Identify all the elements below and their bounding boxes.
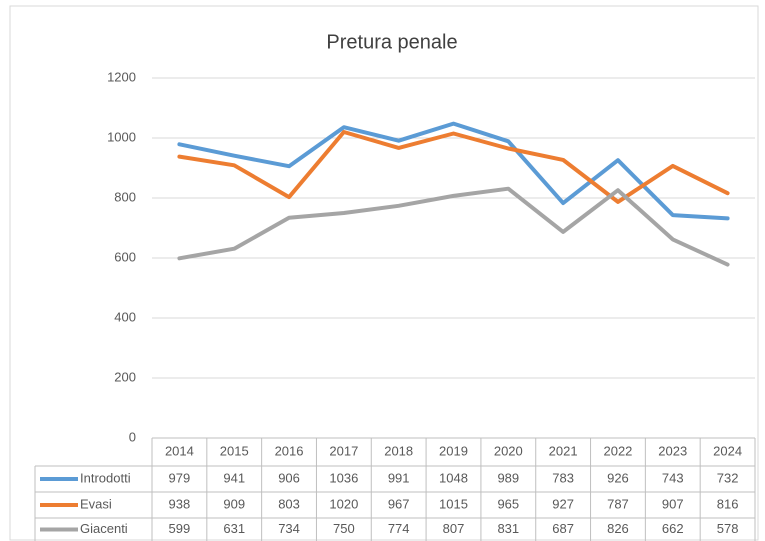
- y-tick-label: 0: [129, 429, 136, 444]
- x-tick-label: 2016: [275, 443, 304, 458]
- y-tick-label: 1000: [107, 129, 136, 144]
- x-tick-label: 2014: [165, 443, 194, 458]
- table-value: 1048: [439, 470, 468, 485]
- x-tick-label: 2018: [384, 443, 413, 458]
- table-value: 774: [388, 521, 410, 536]
- table-value: 578: [717, 521, 739, 536]
- x-tick-label: 2022: [603, 443, 632, 458]
- table-value: 938: [169, 496, 191, 511]
- legend-label: Evasi: [80, 496, 112, 511]
- table-value: 1020: [329, 496, 358, 511]
- y-tick-label: 800: [114, 189, 136, 204]
- table-value: 907: [662, 496, 684, 511]
- table-value: 826: [607, 521, 629, 536]
- table-value: 631: [223, 521, 245, 536]
- legend-label: Giacenti: [80, 521, 128, 536]
- table-value: 991: [388, 470, 410, 485]
- table-value: 807: [443, 521, 465, 536]
- table-value: 909: [223, 496, 245, 511]
- table-value: 927: [552, 496, 574, 511]
- table-value: 831: [497, 521, 519, 536]
- x-tick-label: 2019: [439, 443, 468, 458]
- table-value: 926: [607, 470, 629, 485]
- y-tick-label: 1200: [107, 69, 136, 84]
- table-value: 662: [662, 521, 684, 536]
- table-value: 783: [552, 470, 574, 485]
- table-value: 599: [169, 521, 191, 536]
- table-value: 1036: [329, 470, 358, 485]
- table-value: 732: [717, 470, 739, 485]
- table-value: 743: [662, 470, 684, 485]
- x-tick-label: 2017: [329, 443, 358, 458]
- table-value: 750: [333, 521, 355, 536]
- chart-border: [9, 5, 759, 541]
- series-line: [177, 130, 730, 204]
- x-tick-label: 2021: [549, 443, 578, 458]
- table-value: 906: [278, 470, 300, 485]
- y-tick-label: 400: [114, 309, 136, 324]
- table-value: 734: [278, 521, 300, 536]
- table-value: 989: [497, 470, 519, 485]
- table-value: 816: [717, 496, 739, 511]
- table-value: 1015: [439, 496, 468, 511]
- table-value: 979: [169, 470, 191, 485]
- table-value: 941: [223, 470, 245, 485]
- y-tick-label: 600: [114, 249, 136, 264]
- legend-label: Introdotti: [80, 470, 131, 485]
- x-tick-label: 2020: [494, 443, 523, 458]
- x-tick-label: 2023: [658, 443, 687, 458]
- series-line: [177, 121, 730, 221]
- series-line: [177, 186, 730, 267]
- table-value: 687: [552, 521, 574, 536]
- x-tick-label: 2024: [713, 443, 742, 458]
- table-value: 965: [497, 496, 519, 511]
- y-tick-label: 200: [114, 369, 136, 384]
- x-tick-label: 2015: [220, 443, 249, 458]
- table-value: 967: [388, 496, 410, 511]
- table-value: 787: [607, 496, 629, 511]
- chart-title: Pretura penale: [326, 31, 457, 53]
- table-value: 803: [278, 496, 300, 511]
